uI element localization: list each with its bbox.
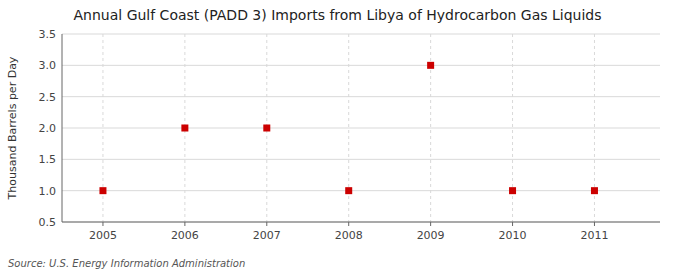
source-note: Source: U.S. Energy Information Administ… bbox=[8, 258, 245, 269]
y-grid-line bbox=[62, 190, 660, 191]
x-tick bbox=[594, 222, 595, 226]
data-point bbox=[99, 187, 106, 194]
x-tick-label: 2010 bbox=[499, 229, 527, 242]
y-grid-line bbox=[62, 34, 660, 35]
y-tick-label: 3.5 bbox=[39, 28, 57, 41]
axes: 0.5 1.0 1.5 2.0 2.5 3.0 3.5 2005 2006 2007 2008 200… bbox=[39, 28, 661, 242]
data-point bbox=[591, 187, 598, 194]
x-tick-label: 2008 bbox=[335, 229, 363, 242]
x-tick bbox=[348, 222, 349, 226]
y-tick-label: 2.0 bbox=[39, 122, 57, 135]
x-tick-label: 2009 bbox=[417, 229, 445, 242]
chart-svg: 0.5 1.0 1.5 2.0 2.5 3.0 3.5 2005 2006 2007 2008 200… bbox=[0, 0, 675, 275]
y-grid-line bbox=[62, 222, 660, 223]
x-tick bbox=[430, 222, 431, 226]
chart-title: Annual Gulf Coast (PADD 3) Imports from … bbox=[74, 7, 602, 23]
x-tick bbox=[184, 222, 185, 226]
y-axis-label: Thousand Barrels per Day bbox=[6, 56, 19, 200]
data-point bbox=[345, 187, 352, 194]
grid bbox=[62, 34, 660, 222]
data-point bbox=[263, 125, 270, 132]
y-grid-line bbox=[62, 65, 660, 66]
y-tick-label: 1.5 bbox=[39, 153, 57, 166]
data-points bbox=[99, 62, 598, 194]
chart-container: 0.5 1.0 1.5 2.0 2.5 3.0 3.5 2005 2006 2007 2008 200… bbox=[0, 0, 675, 275]
y-grid-line bbox=[62, 159, 660, 160]
y-tick-label: 2.5 bbox=[39, 91, 57, 104]
x-tick-label: 2011 bbox=[580, 229, 608, 242]
y-tick-label: 1.0 bbox=[39, 185, 57, 198]
x-tick-label: 2006 bbox=[171, 229, 199, 242]
data-point bbox=[427, 62, 434, 69]
x-tick-label: 2005 bbox=[89, 229, 117, 242]
x-tick bbox=[102, 222, 103, 226]
data-point bbox=[181, 125, 188, 132]
x-tick bbox=[512, 222, 513, 226]
y-axis-line bbox=[62, 34, 63, 222]
y-grid-line bbox=[62, 128, 660, 129]
x-axis-line bbox=[62, 222, 660, 223]
y-tick-label: 0.5 bbox=[39, 216, 57, 229]
x-tick bbox=[266, 222, 267, 226]
data-point bbox=[509, 187, 516, 194]
x-tick-label: 2007 bbox=[253, 229, 281, 242]
y-tick-label: 3.0 bbox=[39, 59, 57, 72]
y-grid-line bbox=[62, 96, 660, 97]
